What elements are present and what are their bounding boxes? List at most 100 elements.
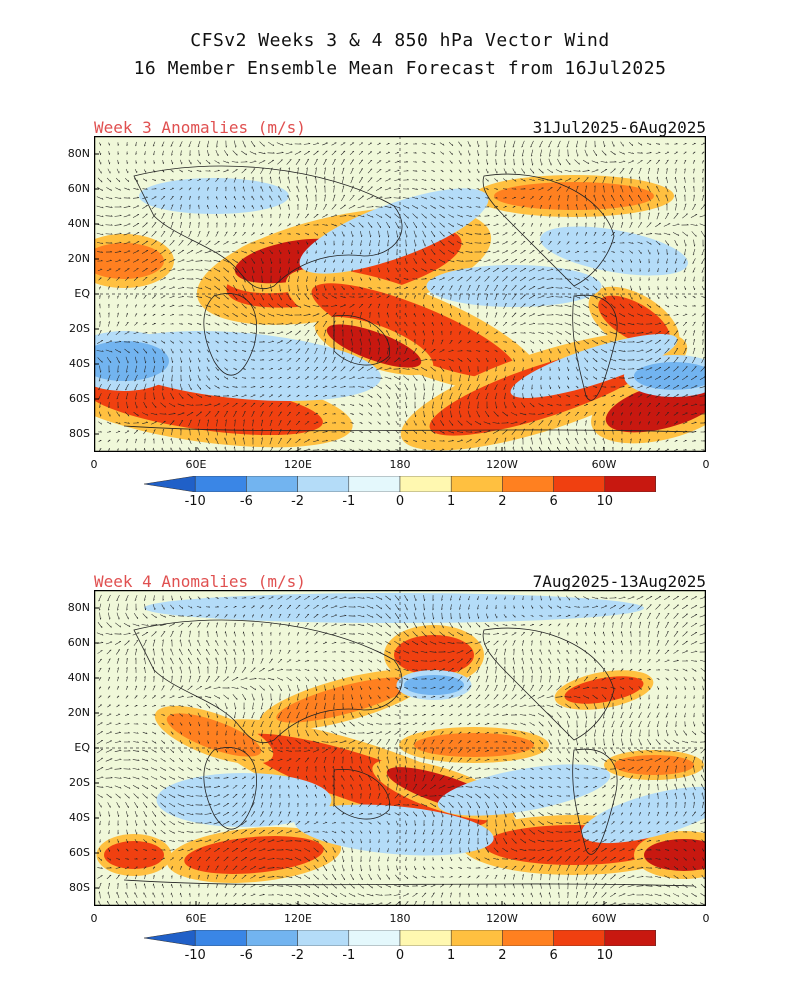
wind-vector [404,839,408,843]
wind-vector [314,757,318,763]
wind-vector [503,312,507,318]
wind-vector [431,392,435,400]
wind-vector [258,678,266,680]
wind-vector [312,740,320,744]
wind-vector [395,295,399,299]
wind-vector [153,648,155,656]
wind-vector [620,203,624,211]
wind-vector [197,187,201,191]
wind-vector [493,866,499,870]
wind-vector [647,203,651,211]
wind-vector [314,232,318,236]
wind-vector [249,848,257,852]
wind-vector [278,420,282,426]
wind-vector [177,259,185,263]
wind-vector [124,411,130,417]
wind-vector [215,231,219,237]
wind-vector [432,330,434,336]
wind-vector [97,357,103,363]
wind-vector [513,874,515,880]
wind-vector [474,641,482,645]
wind-vector [124,866,130,870]
wind-vector [170,740,174,744]
wind-vector [564,178,572,182]
wind-vector [170,438,174,444]
wind-vector [161,332,165,334]
wind-vector [475,622,481,628]
wind-vector [231,848,239,852]
wind-vector [663,223,671,227]
wind-vector [170,722,174,726]
wind-vector [358,151,364,155]
wind-vector [312,596,320,600]
wind-vector [96,196,104,200]
wind-vector [99,150,101,156]
wind-vector [260,293,264,301]
wind-vector [213,839,221,843]
wind-vector [313,668,319,672]
wind-vector [592,366,598,372]
wind-vector [683,339,687,345]
wind-vector [504,675,506,683]
wind-vector [394,659,400,663]
wind-vector [295,420,301,426]
wind-vector [430,213,436,219]
wind-vector [665,240,669,246]
coastline [203,747,257,830]
wind-vector [395,330,399,336]
wind-vector [204,250,212,254]
wind-vector [422,838,426,844]
wind-vector [279,776,281,780]
wind-vector [682,631,688,637]
wind-vector [304,421,310,425]
wind-vector [134,383,138,391]
wind-vector [567,720,569,728]
wind-vector [348,902,356,906]
wind-vector [628,775,634,781]
wind-vector [564,169,572,173]
wind-vector [548,232,552,236]
wind-vector [331,632,337,636]
wind-vector [592,777,598,779]
wind-vector [558,640,560,646]
wind-vector [618,597,626,599]
wind-vector [476,741,480,743]
wind-vector [504,392,506,400]
wind-vector [603,185,605,193]
wind-vector [314,395,318,397]
wind-vector [134,839,138,843]
wind-vector [447,642,455,644]
wind-vector [188,323,192,325]
wind-vector [449,366,453,372]
wind-vector [243,186,245,192]
wind-vector [232,395,238,397]
wind-vector [423,612,425,620]
wind-vector [628,242,634,244]
wind-vector [584,149,588,157]
wind-vector [252,702,254,710]
wind-vector [241,242,247,244]
wind-vector [396,747,398,755]
wind-vector [476,723,480,725]
wind-vector [152,820,156,826]
wind-vector [204,822,212,824]
wind-vector [315,276,317,282]
wind-vector [160,196,166,200]
wind-vector [224,446,227,452]
wind-vector [323,259,327,263]
wind-vector [512,640,516,646]
wind-vector [314,329,318,337]
wind-vector [474,260,482,262]
wind-vector [412,170,418,172]
wind-vector [348,215,356,217]
wind-vector [135,829,137,835]
wind-vector [153,365,155,373]
wind-vector [537,849,545,851]
wind-vector [645,894,653,896]
wind-vector [350,822,354,824]
wind-vector [188,639,192,647]
wind-vector [250,893,256,897]
wind-vector [368,329,372,337]
wind-vector [620,194,624,202]
wind-vector [107,393,111,399]
